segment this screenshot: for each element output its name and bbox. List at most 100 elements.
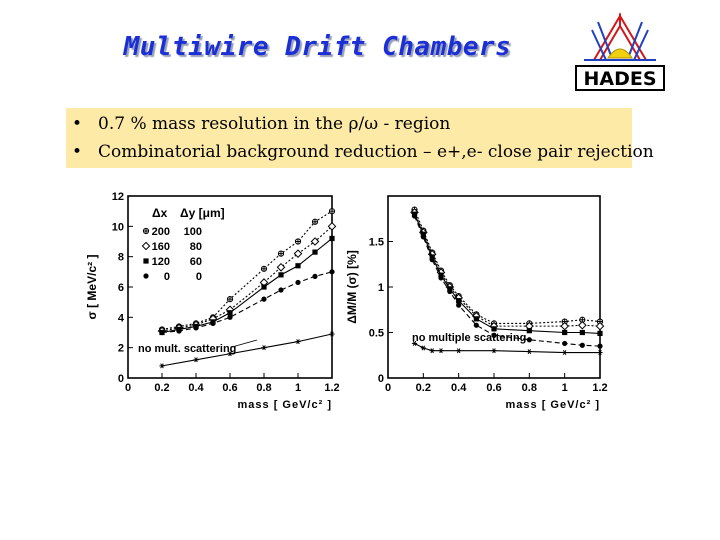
data-point: [473, 322, 479, 328]
data-point: [579, 329, 585, 336]
x-tick-label: 0.8: [256, 382, 271, 394]
annotation-pointer: [231, 339, 258, 348]
series-line: [161, 238, 333, 334]
data-point: [227, 310, 233, 316]
series-line: [413, 209, 601, 324]
data-point: [429, 257, 435, 263]
data-point: [438, 348, 444, 354]
data-point: [491, 332, 497, 338]
series: [411, 211, 603, 337]
y-tick-label: 12: [112, 191, 124, 203]
data-point: [447, 288, 453, 295]
data-point: [438, 272, 444, 278]
y-axis-label: ΔM/M (σ) [%]: [345, 250, 359, 323]
series-line: [161, 225, 333, 332]
logo-emblem: [584, 12, 656, 61]
resolution-chart: 0 0.2 0.4 0.6 0.8 1 1.2 0 0.5 1 1.5 mass [ GeV/c² ]…: [345, 195, 608, 411]
data-point: [562, 329, 568, 336]
data-point: [312, 273, 318, 279]
legend-dy: 80: [190, 241, 202, 253]
data-point: [597, 330, 603, 337]
y-tick-label: 0: [118, 373, 124, 385]
data-point: [526, 337, 532, 343]
x-tick-label: 0.6: [486, 382, 501, 394]
data-point: [429, 348, 435, 354]
x-axis-label: mass [ GeV/c² ]: [238, 399, 332, 411]
y-tick-label: 1: [378, 282, 384, 294]
data-point: [141, 241, 151, 251]
legend-dy: 0: [196, 271, 202, 283]
logo-text-box: [575, 65, 665, 91]
series: [159, 235, 335, 336]
data-point: [142, 227, 150, 235]
series-line: [413, 213, 601, 334]
bullet-box: • 0.7 % mass resolution in the ρ/ω - regi…: [66, 108, 654, 168]
data-point: [560, 321, 569, 331]
data-point: [312, 249, 318, 255]
data-point: [597, 343, 603, 349]
legend-header-dy: Δy [μm]: [180, 206, 225, 220]
data-point: [159, 363, 165, 369]
data-point: [261, 284, 267, 290]
series: [157, 222, 337, 336]
data-point: [227, 314, 233, 320]
series: [159, 331, 335, 369]
series: [411, 213, 603, 349]
legend-dy: 60: [190, 256, 202, 268]
legend-header-dx: Δx: [152, 206, 168, 220]
series: [411, 206, 604, 327]
data-point: [295, 339, 301, 345]
bullet-item: • Combinatorial background reduction – e+…: [72, 142, 654, 162]
data-point: [438, 275, 444, 281]
data-point: [143, 273, 149, 279]
data-point: [310, 237, 320, 246]
data-point: [210, 320, 216, 326]
data-point: [456, 298, 462, 304]
data-point: [261, 345, 267, 351]
data-point: [456, 302, 462, 308]
data-point: [295, 263, 301, 269]
x-tick-label: 0.2: [416, 382, 431, 394]
data-point: [327, 222, 337, 231]
legend-dx: 120: [152, 256, 170, 268]
data-point: [226, 296, 234, 303]
data-point: [420, 231, 426, 237]
data-point: [429, 254, 435, 260]
data-point: [293, 249, 303, 258]
x-tick-label: 1: [562, 382, 568, 394]
data-point: [329, 269, 335, 275]
data-point: [411, 213, 418, 219]
data-point: [491, 348, 497, 354]
x-tick-label: 0.8: [522, 382, 537, 394]
x-tick-label: 0: [385, 382, 391, 394]
data-point: [329, 235, 335, 242]
data-point: [227, 351, 233, 357]
y-tick-label: 0: [378, 373, 384, 385]
hades-logo: HADES: [575, 12, 665, 91]
x-tick-label: 0: [125, 382, 131, 394]
series: [411, 340, 603, 356]
data-point: [295, 279, 301, 286]
legend-dx: 0: [164, 271, 170, 283]
data-point: [193, 325, 199, 331]
bullet-item: • 0.7 % mass resolution in the ρ/ω - regi…: [72, 114, 451, 134]
data-point: [278, 272, 284, 278]
legend-dx: 160: [152, 241, 170, 253]
y-tick-label: 0.5: [369, 328, 384, 340]
data-point: [277, 250, 285, 257]
data-point: [261, 296, 267, 302]
y-tick-label: 4: [118, 312, 125, 324]
data-point: [420, 234, 426, 240]
data-point: [193, 357, 199, 363]
data-point: [456, 348, 462, 354]
x-tick-label: 0.4: [451, 382, 467, 394]
y-axis-label: σ [ MeV/c² ]: [85, 255, 99, 320]
series-line: [161, 210, 333, 331]
data-point: [329, 331, 335, 337]
data-point: [473, 316, 479, 322]
data-point: [595, 321, 605, 331]
data-point: [143, 258, 149, 264]
data-point: [578, 320, 587, 330]
data-point: [562, 350, 568, 356]
x-tick-label: 1.2: [592, 382, 607, 394]
